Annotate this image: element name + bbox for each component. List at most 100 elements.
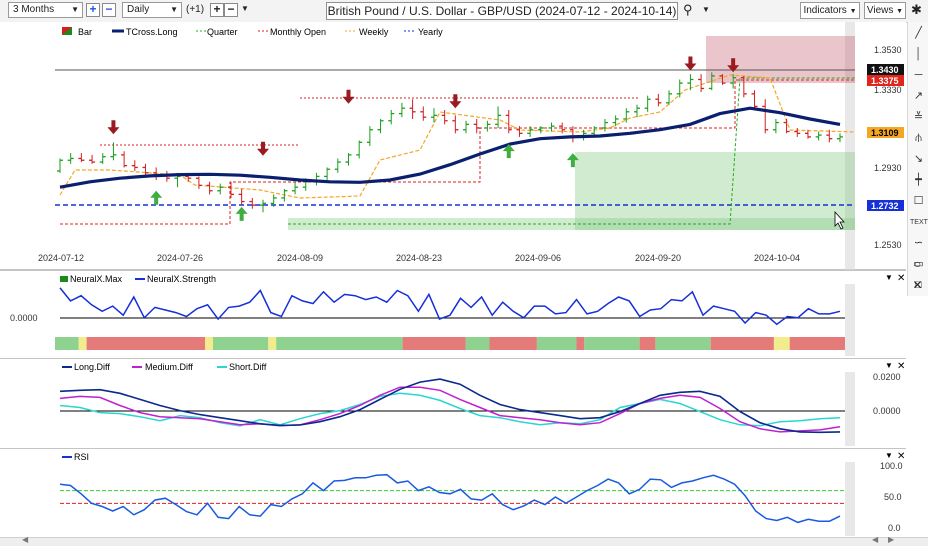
- price-label-box: [867, 75, 904, 86]
- zoom-out-button[interactable]: −: [102, 3, 116, 17]
- text-tool-icon[interactable]: TEXT: [910, 219, 928, 226]
- x-tick: 2024-09-20: [635, 253, 681, 263]
- close-icon[interactable]: ✕: [912, 278, 923, 292]
- legend-swatch: [60, 276, 68, 282]
- scroll-right-icon[interactable]: ▶: [888, 535, 895, 544]
- y-tick: 0.0000: [873, 406, 901, 416]
- neuralx-state-segment: [655, 337, 711, 350]
- range-select[interactable]: 3 Months ▼: [8, 2, 83, 18]
- indicators-button[interactable]: Indicators ▼: [800, 2, 860, 19]
- tcross-long-line: [59, 106, 841, 189]
- zoom-in-button[interactable]: +: [86, 3, 100, 17]
- legend-bar: Bar: [78, 27, 92, 37]
- toolbar-dropdown-icon[interactable]: ▼: [241, 4, 249, 13]
- neuralx-state-segment: [536, 337, 577, 350]
- y-tick: 0.0000: [10, 313, 38, 323]
- future-strip: [845, 372, 855, 446]
- neuralx-state-segment: [86, 337, 206, 350]
- diff-panel[interactable]: [0, 359, 906, 448]
- neuralx-state-segment: [205, 337, 213, 350]
- neuralx-state-segment: [402, 337, 466, 350]
- panel-close-icon[interactable]: ✕: [897, 273, 905, 284]
- neuralx-state-segment: [773, 337, 790, 350]
- neuralx-state-segment: [465, 337, 490, 350]
- quarter-zone: [575, 152, 855, 230]
- future-strip: [845, 22, 855, 270]
- legend-quarter: Quarter: [207, 27, 238, 37]
- panel-menu-icon[interactable]: ▼: [885, 361, 893, 370]
- diff-legend: Long.Diff Medium.Diff Short.Diff: [62, 362, 267, 372]
- quarter-line: [288, 77, 855, 225]
- cross-line-icon[interactable]: ┿: [915, 174, 922, 186]
- mouse-cursor-icon: [834, 210, 845, 230]
- offset-label: (+1): [186, 4, 205, 15]
- sell-arrow-icon: [449, 94, 462, 109]
- neuralx-state-segment: [268, 337, 277, 350]
- price-legend: Bar TCross.Long Quarter Monthly Open Wee…: [62, 27, 443, 37]
- neuralx-state-segment: [584, 337, 640, 350]
- neuralx-legend: NeuralX.Max NeuralX.Strength: [60, 274, 216, 284]
- toolbar: 3 Months ▼ + − Daily ▼ (+1) + − ▼ British …: [0, 0, 928, 23]
- pitchfork-icon[interactable]: ⫛: [915, 132, 922, 144]
- text-box-icon[interactable]: ▭: [913, 258, 924, 270]
- ray-icon[interactable]: ↗: [913, 90, 924, 102]
- price-label-box: [867, 200, 904, 211]
- search-dropdown-icon[interactable]: ▼: [702, 5, 710, 14]
- add-bar-button[interactable]: +: [210, 3, 224, 17]
- horizontal-scrollbar[interactable]: ◀ ◀ ▶: [0, 535, 928, 546]
- price-label-2: 1.3375: [871, 76, 899, 86]
- horizontal-line-icon[interactable]: ─: [914, 69, 923, 81]
- views-button[interactable]: Views ▼: [864, 2, 906, 19]
- scroll-left-icon[interactable]: ◀: [872, 535, 879, 544]
- y-tick: 0.0: [888, 523, 901, 533]
- x-tick: 2024-07-26: [157, 253, 203, 263]
- chevron-down-icon: ▼: [170, 5, 178, 14]
- price-label-box: [867, 127, 904, 138]
- panel-menu-icon[interactable]: ▼: [885, 273, 893, 282]
- neuralx-state-segment: [576, 337, 585, 350]
- line-tool-icon[interactable]: ╱: [915, 27, 922, 39]
- neuralx-state-segment: [710, 337, 774, 350]
- neuralx-state-segment: [78, 337, 87, 350]
- scroll-left-icon[interactable]: ◀: [22, 535, 29, 544]
- remove-bar-button[interactable]: −: [224, 3, 238, 17]
- circle-icon[interactable]: ○: [913, 257, 922, 271]
- neuralx-color-bar: [55, 337, 845, 350]
- fib-icon[interactable]: ≚: [913, 111, 924, 123]
- x-tick: 2024-08-09: [277, 253, 323, 263]
- wave-icon[interactable]: ∽: [913, 237, 924, 249]
- x-tick: 2024-07-12: [38, 253, 84, 263]
- panel-menu-icon[interactable]: ▼: [885, 451, 893, 460]
- y-tick: 1.2530: [874, 240, 902, 250]
- price-label-1: 1.3430: [871, 65, 899, 75]
- legend-short-diff: Short.Diff: [229, 362, 267, 372]
- short-diff-line: [59, 392, 841, 427]
- x-tick: 2024-10-04: [754, 253, 800, 263]
- bar-legend-swatch-red: [62, 27, 72, 35]
- price-panel[interactable]: [0, 22, 906, 270]
- legend-long-diff: Long.Diff: [74, 362, 110, 372]
- search-icon[interactable]: ⚲: [683, 2, 693, 17]
- y-tick: 50.0: [884, 492, 902, 502]
- resistance-zone: [706, 36, 855, 83]
- arrow-tool-icon[interactable]: ↘: [913, 153, 924, 165]
- panel-close-icon[interactable]: ✕: [897, 451, 905, 462]
- legend-medium-diff: Medium.Diff: [145, 362, 193, 372]
- vertical-line-icon[interactable]: │: [915, 48, 922, 60]
- legend-monthly-open: Monthly Open: [270, 27, 326, 37]
- interval-select[interactable]: Daily ▼: [122, 2, 182, 18]
- panel-close-icon[interactable]: ✕: [897, 361, 905, 372]
- legend-weekly: Weekly: [359, 27, 389, 37]
- buy-arrow-icon: [150, 190, 163, 205]
- y-tick: 1.3530: [874, 45, 902, 55]
- callout-icon[interactable]: ☐: [913, 195, 924, 207]
- monthly-open-line: [60, 79, 855, 225]
- chevron-down-icon: ▼: [71, 5, 79, 14]
- rectangle-icon[interactable]: □: [915, 279, 922, 291]
- pin-icon[interactable]: ✱: [911, 2, 922, 17]
- interval-value: Daily: [127, 4, 150, 15]
- rsi-line: [59, 473, 841, 524]
- range-value: 3 Months: [13, 4, 55, 15]
- y-tick: 1.3330: [874, 85, 902, 95]
